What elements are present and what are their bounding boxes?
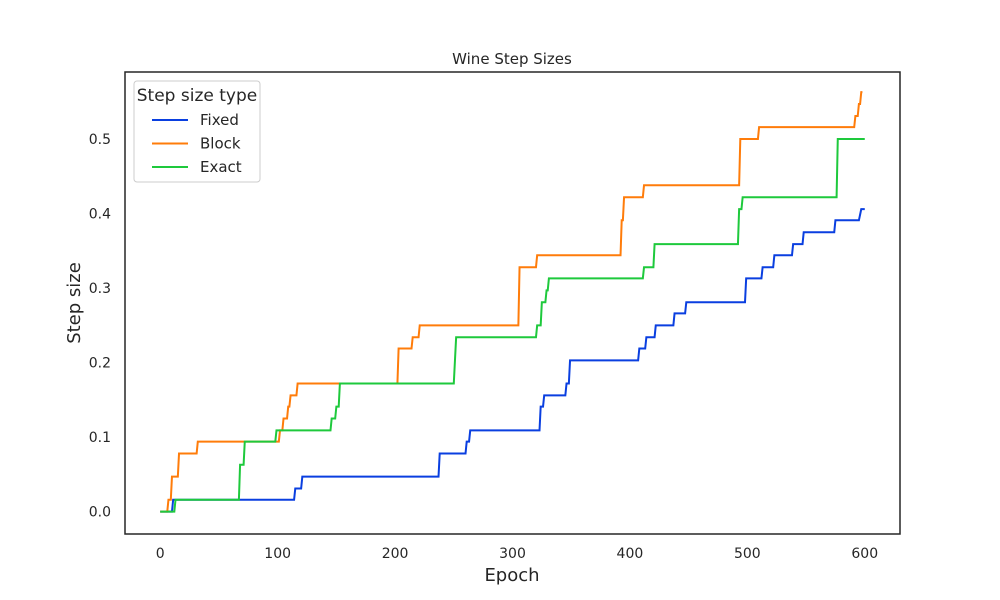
x-axis-label: Epoch xyxy=(484,565,539,586)
legend-label: Fixed xyxy=(200,111,239,129)
legend-entries: Fixed Block Exact xyxy=(152,111,242,176)
x-tick-label: 0 xyxy=(156,546,165,562)
x-tick-label: 400 xyxy=(617,546,644,562)
y-tick-label: 0.4 xyxy=(89,207,111,223)
legend-entry-exact: Exact xyxy=(152,158,242,176)
legend-label: Exact xyxy=(200,158,242,176)
y-tick-label: 0.1 xyxy=(89,430,111,446)
series-line-fixed xyxy=(160,208,865,513)
legend-label: Block xyxy=(200,135,241,153)
x-tick-label: 300 xyxy=(499,546,526,562)
x-tick-label: 500 xyxy=(734,546,761,562)
legend-title: Step size type xyxy=(137,86,257,106)
x-tick-label: 100 xyxy=(264,546,291,562)
legend-box xyxy=(133,80,261,183)
y-tick-label: 0.3 xyxy=(89,281,111,297)
legend: Step size type Fixed Block Exact xyxy=(133,80,261,183)
y-tick-label: 0.2 xyxy=(89,356,111,372)
plot-area-frame xyxy=(124,71,901,535)
series-line-block xyxy=(160,91,863,513)
x-tick-label: 200 xyxy=(382,546,409,562)
series-line-exact xyxy=(160,138,865,513)
y-tick-label: 0.5 xyxy=(89,132,111,148)
legend-entry-block: Block xyxy=(152,135,241,153)
x-axis-ticks: 0 100 200 300 400 500 600 xyxy=(156,546,878,562)
y-axis-label: Step size xyxy=(64,262,85,344)
y-tick-label: 0.0 xyxy=(89,505,111,521)
legend-entry-fixed: Fixed xyxy=(152,111,239,129)
series-layer xyxy=(160,91,865,513)
chart-title: Wine Step Sizes xyxy=(452,50,572,68)
y-axis-ticks: 0.0 0.1 0.2 0.3 0.4 0.5 xyxy=(89,132,111,521)
x-tick-label: 600 xyxy=(851,546,878,562)
